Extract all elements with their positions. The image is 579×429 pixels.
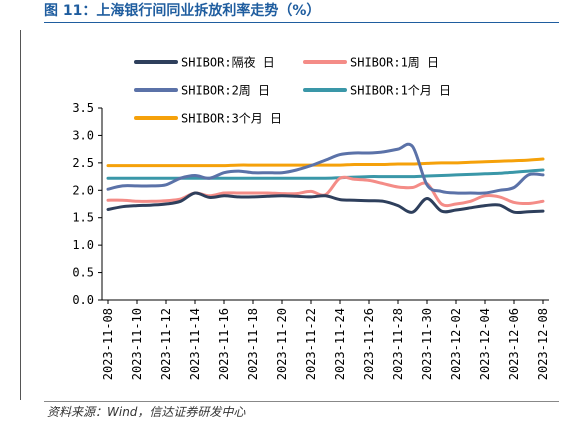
title-divider (44, 22, 559, 23)
y-tick-label: 2.5 (72, 156, 94, 170)
x-tick-label: 2023-12-02 (449, 308, 463, 380)
x-tick-label: 2023-11-16 (217, 308, 231, 380)
left-edge-divider (20, 30, 21, 400)
source-note: 资料来源：Wind，信达证券研发中心 (47, 405, 246, 419)
legend-label-4: SHIBOR:3个月 日 (181, 112, 282, 126)
legend-label-1: SHIBOR:1周 日 (350, 56, 439, 70)
series-line-0 (106, 191, 545, 215)
legend-label-0: SHIBOR:隔夜 日 (181, 55, 275, 70)
x-tick-label: 2023-11-26 (362, 308, 376, 380)
series-line-4 (106, 157, 545, 168)
y-tick-label: 1.0 (72, 238, 94, 252)
figure-title: 图 11：上海银行间同业拆放利率走势（%） (44, 3, 321, 19)
x-tick-label: 2023-11-12 (159, 308, 173, 380)
x-tick-label: 2023-11-24 (333, 308, 347, 380)
x-tick-label: 2023-11-14 (188, 308, 202, 380)
y-tick-label: 3.5 (72, 101, 94, 115)
y-tick-label: 1.5 (72, 211, 94, 225)
y-tick-label: 0.0 (72, 293, 94, 307)
y-tick-label: 2.0 (72, 183, 94, 197)
x-tick-label: 2023-11-18 (246, 308, 260, 380)
legend-label-2: SHIBOR:2周 日 (181, 84, 270, 98)
legend-label-3: SHIBOR:1个月 日 (350, 84, 451, 98)
axes: 0.0 0.5 1.0 1.5 2.0 2.5 3.0 3.5 2023-11-08 2023-1… (72, 101, 550, 380)
x-tick-label: 2023-11-20 (275, 308, 289, 380)
bottom-divider (44, 401, 559, 402)
series-line-2 (106, 142, 545, 195)
x-tick-label: 2023-12-06 (507, 308, 521, 380)
x-tick-label: 2023-11-22 (304, 308, 318, 380)
x-tick-label: 2023-11-30 (420, 308, 434, 380)
y-tick-label: 3.0 (72, 128, 94, 142)
y-tick-label: 0.5 (72, 266, 94, 280)
x-tick-label: 2023-12-08 (536, 308, 550, 380)
series-line-3 (106, 168, 545, 180)
legend: SHIBOR:隔夜 日 SHIBOR:1周 日 SHIBOR:2周 日 SHIBOR:… (134, 55, 451, 126)
x-tick-label: 2023-11-28 (391, 308, 405, 380)
series-layer (106, 142, 545, 215)
x-tick-label: 2023-11-10 (130, 308, 144, 380)
x-tick-label: 2023-11-08 (101, 308, 115, 380)
x-tick-label: 2023-12-04 (478, 308, 492, 380)
